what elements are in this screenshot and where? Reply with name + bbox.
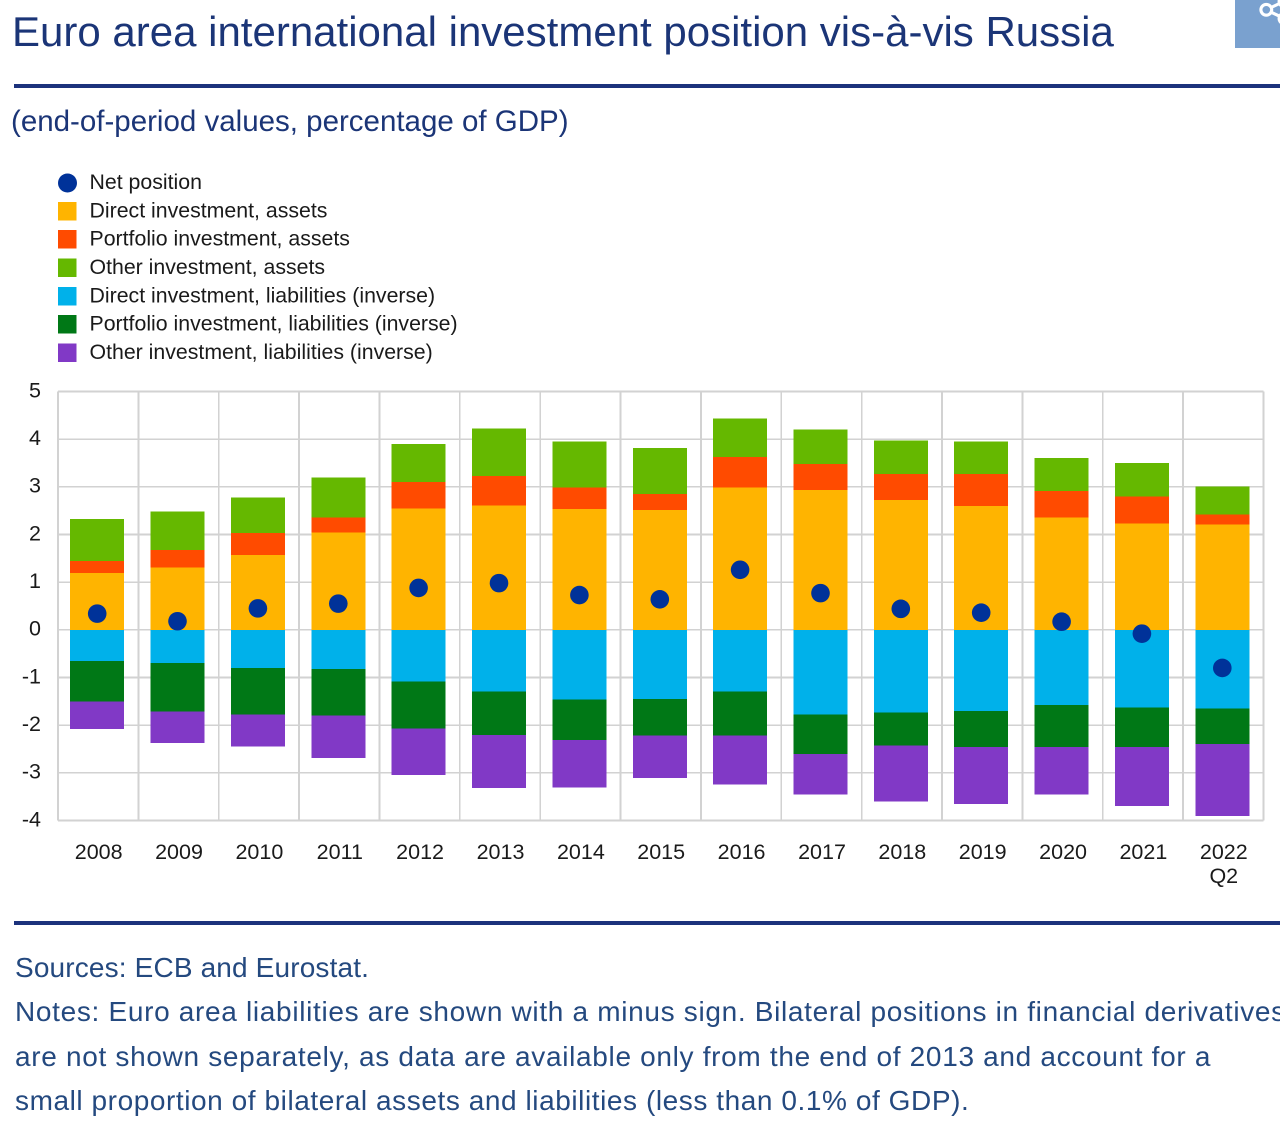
svg-text:Portfolio investment, liabilit: Portfolio investment, liabilities (inver…: [90, 312, 458, 336]
svg-text:2016: 2016: [718, 840, 766, 864]
svg-text:2: 2: [29, 521, 41, 545]
svg-text:1: 1: [29, 569, 41, 593]
svg-text:0: 0: [29, 617, 41, 641]
svg-text:Direct investment, assets: Direct investment, assets: [90, 198, 328, 222]
svg-text:2014: 2014: [557, 840, 605, 864]
svg-text:2022: 2022: [1200, 840, 1248, 864]
svg-text:2017: 2017: [798, 840, 846, 864]
svg-text:Other investment, assets: Other investment, assets: [90, 255, 326, 279]
svg-text:-2: -2: [22, 712, 41, 736]
svg-text:2018: 2018: [878, 840, 926, 864]
svg-text:2015: 2015: [637, 840, 685, 864]
svg-text:Direct investment, liabilities: Direct investment, liabilities (inverse): [90, 283, 436, 307]
svg-text:2012: 2012: [396, 840, 444, 864]
svg-text:2009: 2009: [155, 840, 203, 864]
svg-text:2011: 2011: [317, 840, 363, 864]
svg-text:2021: 2021: [1119, 840, 1167, 864]
svg-text:2010: 2010: [235, 840, 283, 864]
svg-text:2008: 2008: [75, 840, 123, 864]
svg-text:Net position: Net position: [90, 170, 202, 194]
svg-text:5: 5: [29, 378, 41, 402]
svg-text:-4: -4: [22, 807, 41, 831]
svg-text:2019: 2019: [959, 840, 1007, 864]
svg-text:Portfolio investment, assets: Portfolio investment, assets: [90, 227, 350, 251]
svg-text:-1: -1: [22, 664, 41, 688]
svg-text:2020: 2020: [1039, 840, 1087, 864]
svg-text:-3: -3: [22, 760, 41, 784]
svg-text:Other investment, liabilities: Other investment, liabilities (inverse): [90, 340, 433, 364]
svg-text:3: 3: [29, 474, 41, 498]
svg-text:2013: 2013: [477, 840, 525, 864]
svg-text:Q2: Q2: [1209, 864, 1238, 888]
svg-text:4: 4: [29, 426, 41, 450]
